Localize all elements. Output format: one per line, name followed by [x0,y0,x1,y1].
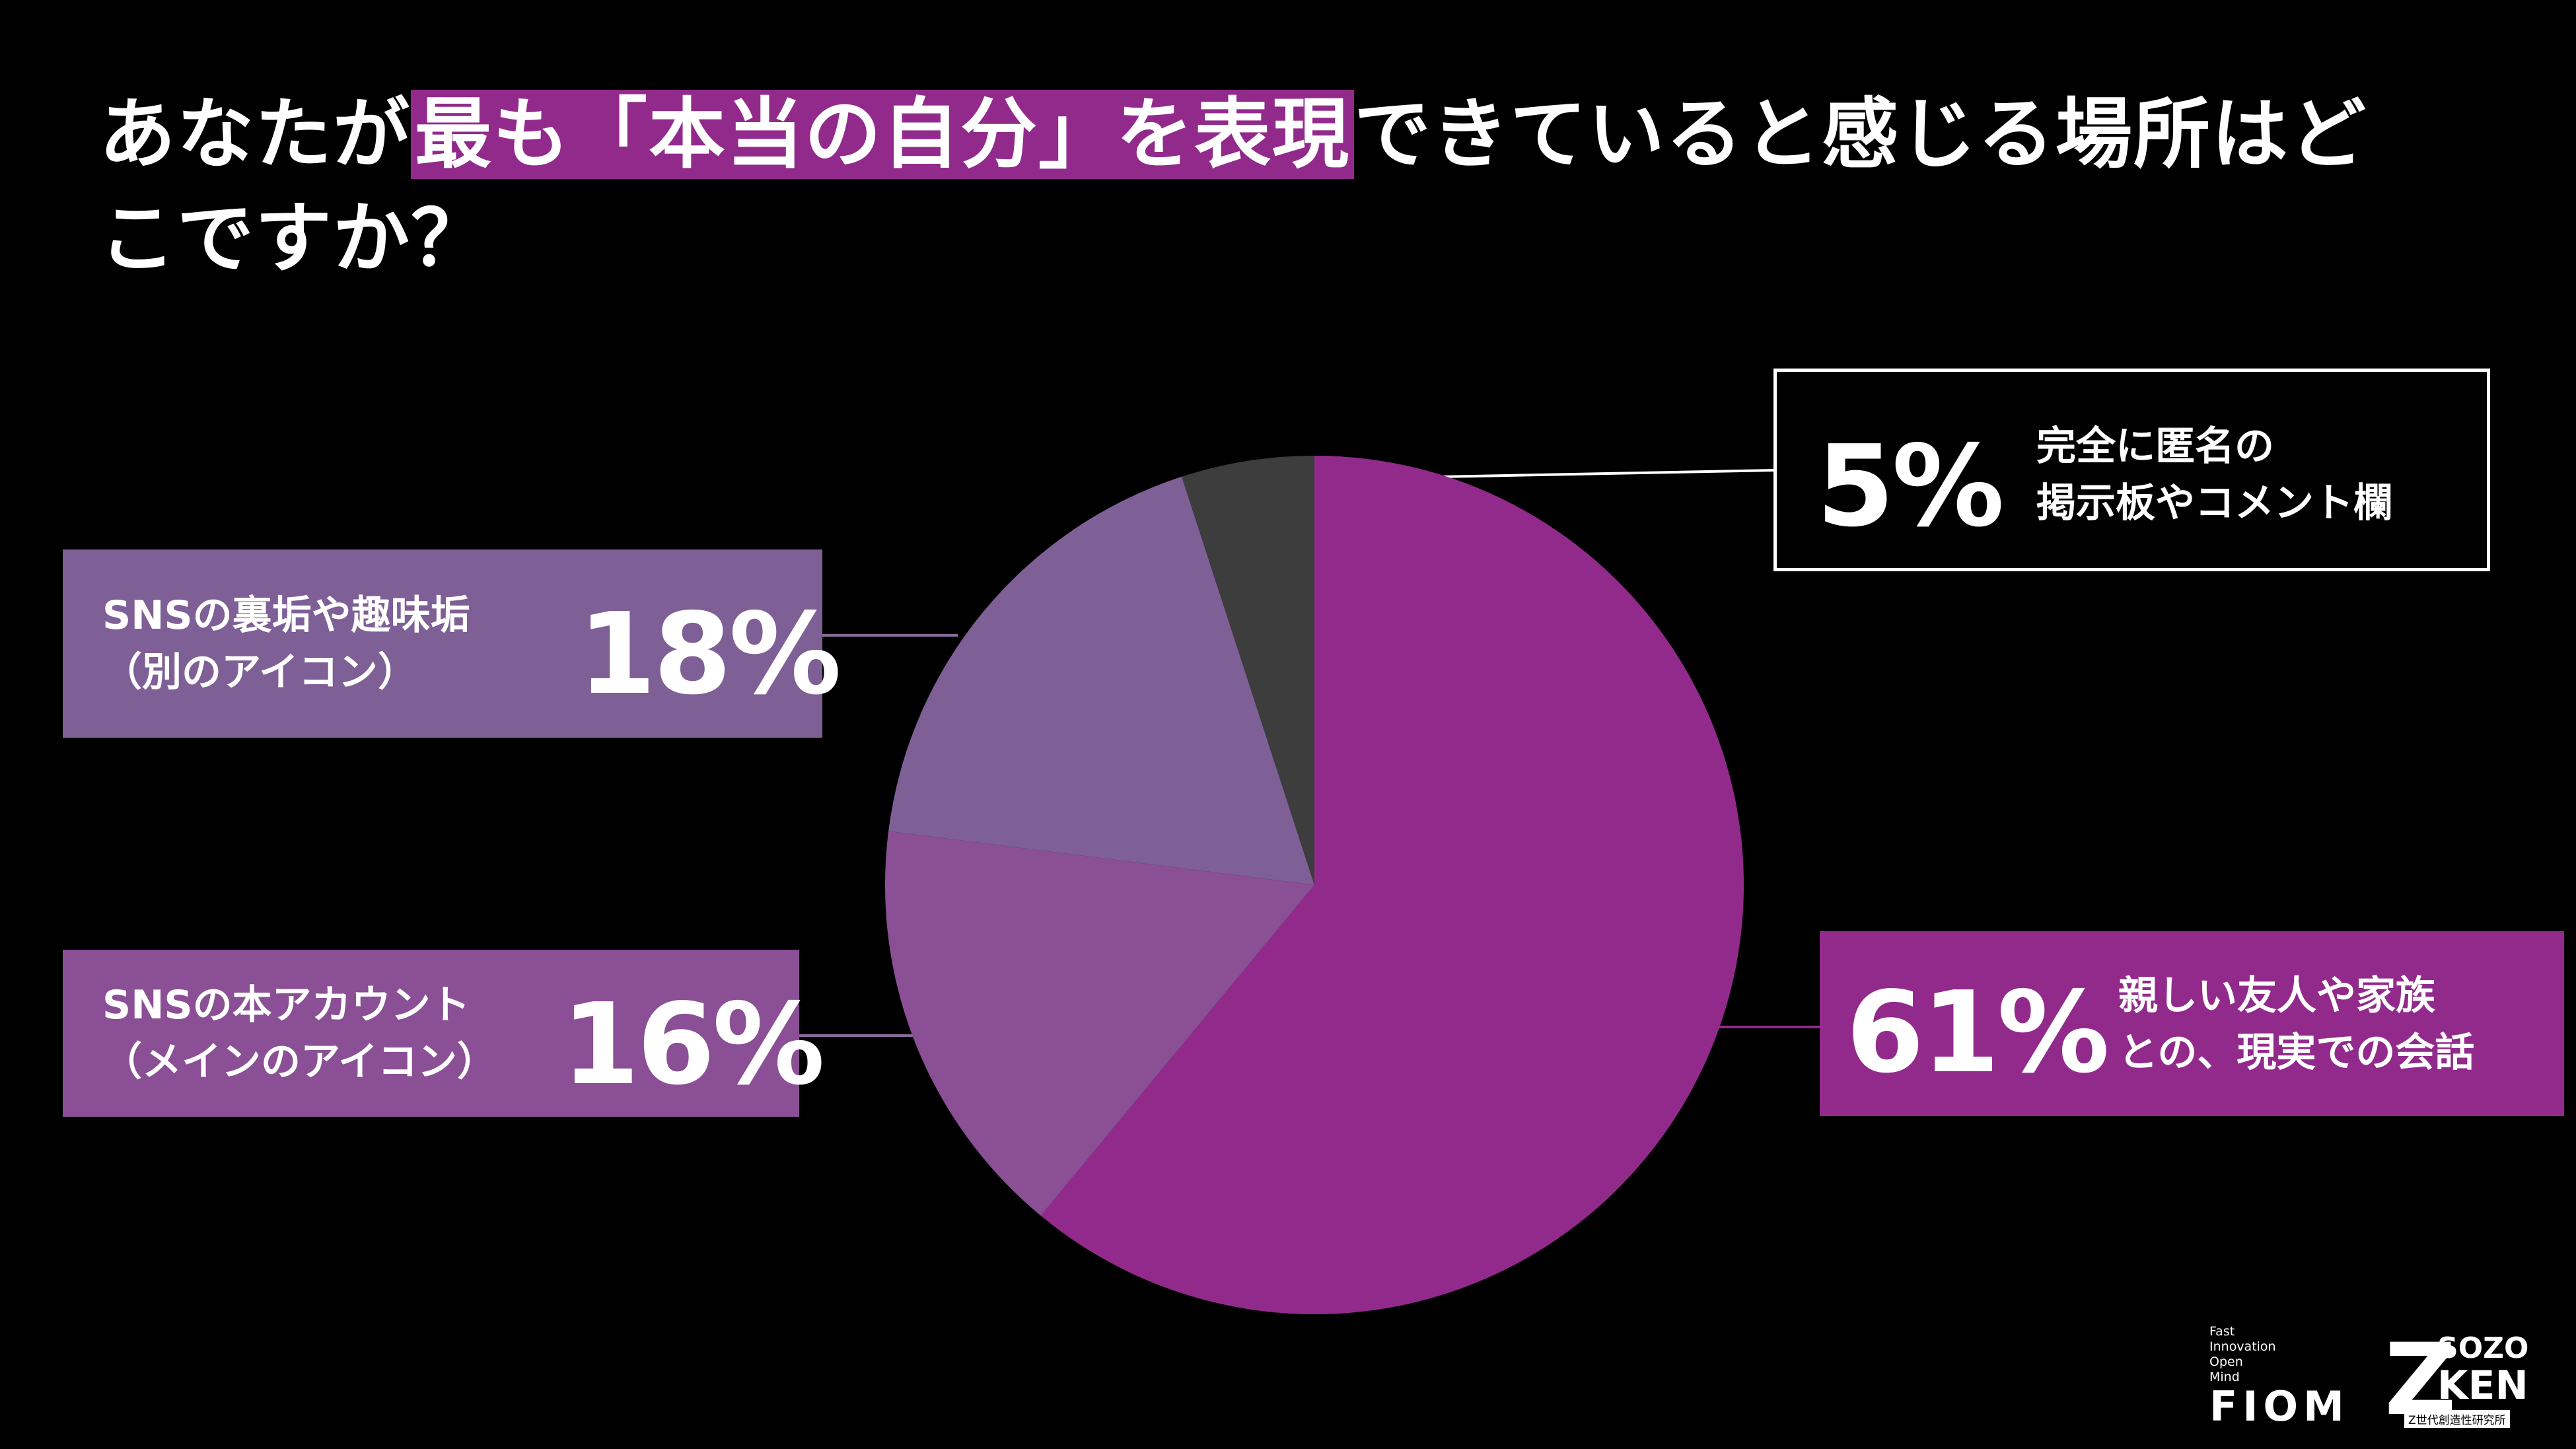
fiom-logo-wordmark: FIOM [2209,1382,2349,1431]
pie-slice-anon [1182,456,1314,885]
pie-slice-sns-sub [888,476,1314,885]
slice-label-sns-sub: SNSの裏垢や趣味垢 （別のアイコン） [102,592,470,695]
callout-anonymous-board: 5% 完全に匿名の 掲示板やコメント欄 [1773,369,2490,571]
pie-slice-real [1040,456,1744,1315]
title-suffix: できていると感じる場所はどこですか？ [99,90,2367,283]
callout-sns-sub: SNSの裏垢や趣味垢 （別のアイコン） 18% [63,549,841,738]
callout-sns-main: SNSの本アカウント （メインのアイコン） 16% [63,950,825,1117]
zsozoken-logo-subtitle: Z世代創造性研究所 [2404,1410,2510,1428]
page-title: あなたが最も「本当の自分」を表現できていると感じる場所はどこですか？ [99,83,2378,291]
slice-value-real: 61% [1846,968,2110,1098]
slice-label-sns-main: SNSの本アカウント （メインのアイコン） [102,981,497,1085]
fiom-logo: Fast Innovation Open Mind FIOM [2209,1324,2349,1429]
slice-label-real: 親しい友人や家族 との、現実での会話 [2118,973,2475,1076]
slice-value-anon: 5% [1816,421,2005,552]
pie-slices [884,456,1744,1315]
slice-value-sns-sub: 18% [578,589,841,720]
zsozoken-logo-sozo: SOZO [2437,1331,2529,1365]
callout-real-conversation: 61% 親しい友人や家族 との、現実での会話 [1820,931,2564,1116]
title-prefix: あなたが [99,90,411,179]
pie-slice-sns-main [884,831,1314,1216]
title-highlight: 最も「本当の自分」を表現 [411,90,1354,179]
slice-value-sns-main: 16% [561,979,825,1110]
zsozoken-logo-ken: KEN [2437,1362,2528,1409]
slice-label-anon: 完全に匿名の 掲示板やコメント欄 [2036,423,2393,526]
fiom-logo-tagline: Fast Innovation Open Mind [2209,1324,2276,1384]
